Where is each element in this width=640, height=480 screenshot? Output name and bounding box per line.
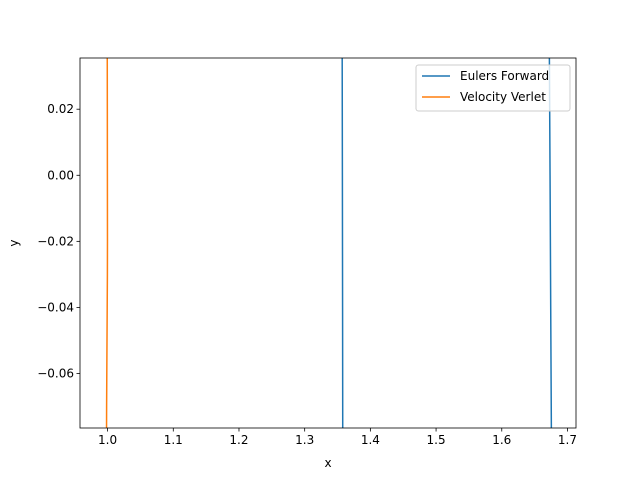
x-tick-label: 1.1 bbox=[164, 433, 183, 447]
x-tick-label: 1.5 bbox=[427, 433, 446, 447]
legend-label-1: Eulers Forward bbox=[460, 69, 549, 83]
x-tick-label: 1.4 bbox=[361, 433, 380, 447]
series-line-1-segment-2 bbox=[548, 58, 553, 428]
y-tick-label: −0.06 bbox=[37, 366, 74, 380]
x-tick-label: 1.2 bbox=[229, 433, 248, 447]
series-layer bbox=[105, 58, 553, 428]
y-axis-label: y bbox=[7, 239, 21, 246]
legend-label-2: Velocity Verlet bbox=[460, 90, 546, 104]
series-line-1-segment-1 bbox=[341, 58, 344, 428]
x-tick-label: 1.3 bbox=[295, 433, 314, 447]
x-tick-label: 1.7 bbox=[558, 433, 577, 447]
y-tick-label: −0.04 bbox=[37, 300, 74, 314]
x-axis-label: x bbox=[324, 456, 331, 470]
legend: Eulers Forward Velocity Verlet bbox=[415, 64, 571, 112]
y-tick-label: 0.00 bbox=[47, 168, 74, 182]
x-tick-label: 1.0 bbox=[98, 433, 117, 447]
y-tick-label: −0.02 bbox=[37, 234, 74, 248]
plot-frame bbox=[79, 57, 577, 429]
legend-box bbox=[415, 64, 571, 112]
y-tick-label: 0.02 bbox=[47, 102, 74, 116]
axes-layer: 1.0 1.1 1.2 1.3 1.4 1.5 1.6 1.7 0.02 0.00 −0.02 −0.… bbox=[37, 57, 577, 447]
x-tick-label: 1.6 bbox=[492, 433, 511, 447]
series-line-2-segment-1 bbox=[105, 58, 109, 428]
